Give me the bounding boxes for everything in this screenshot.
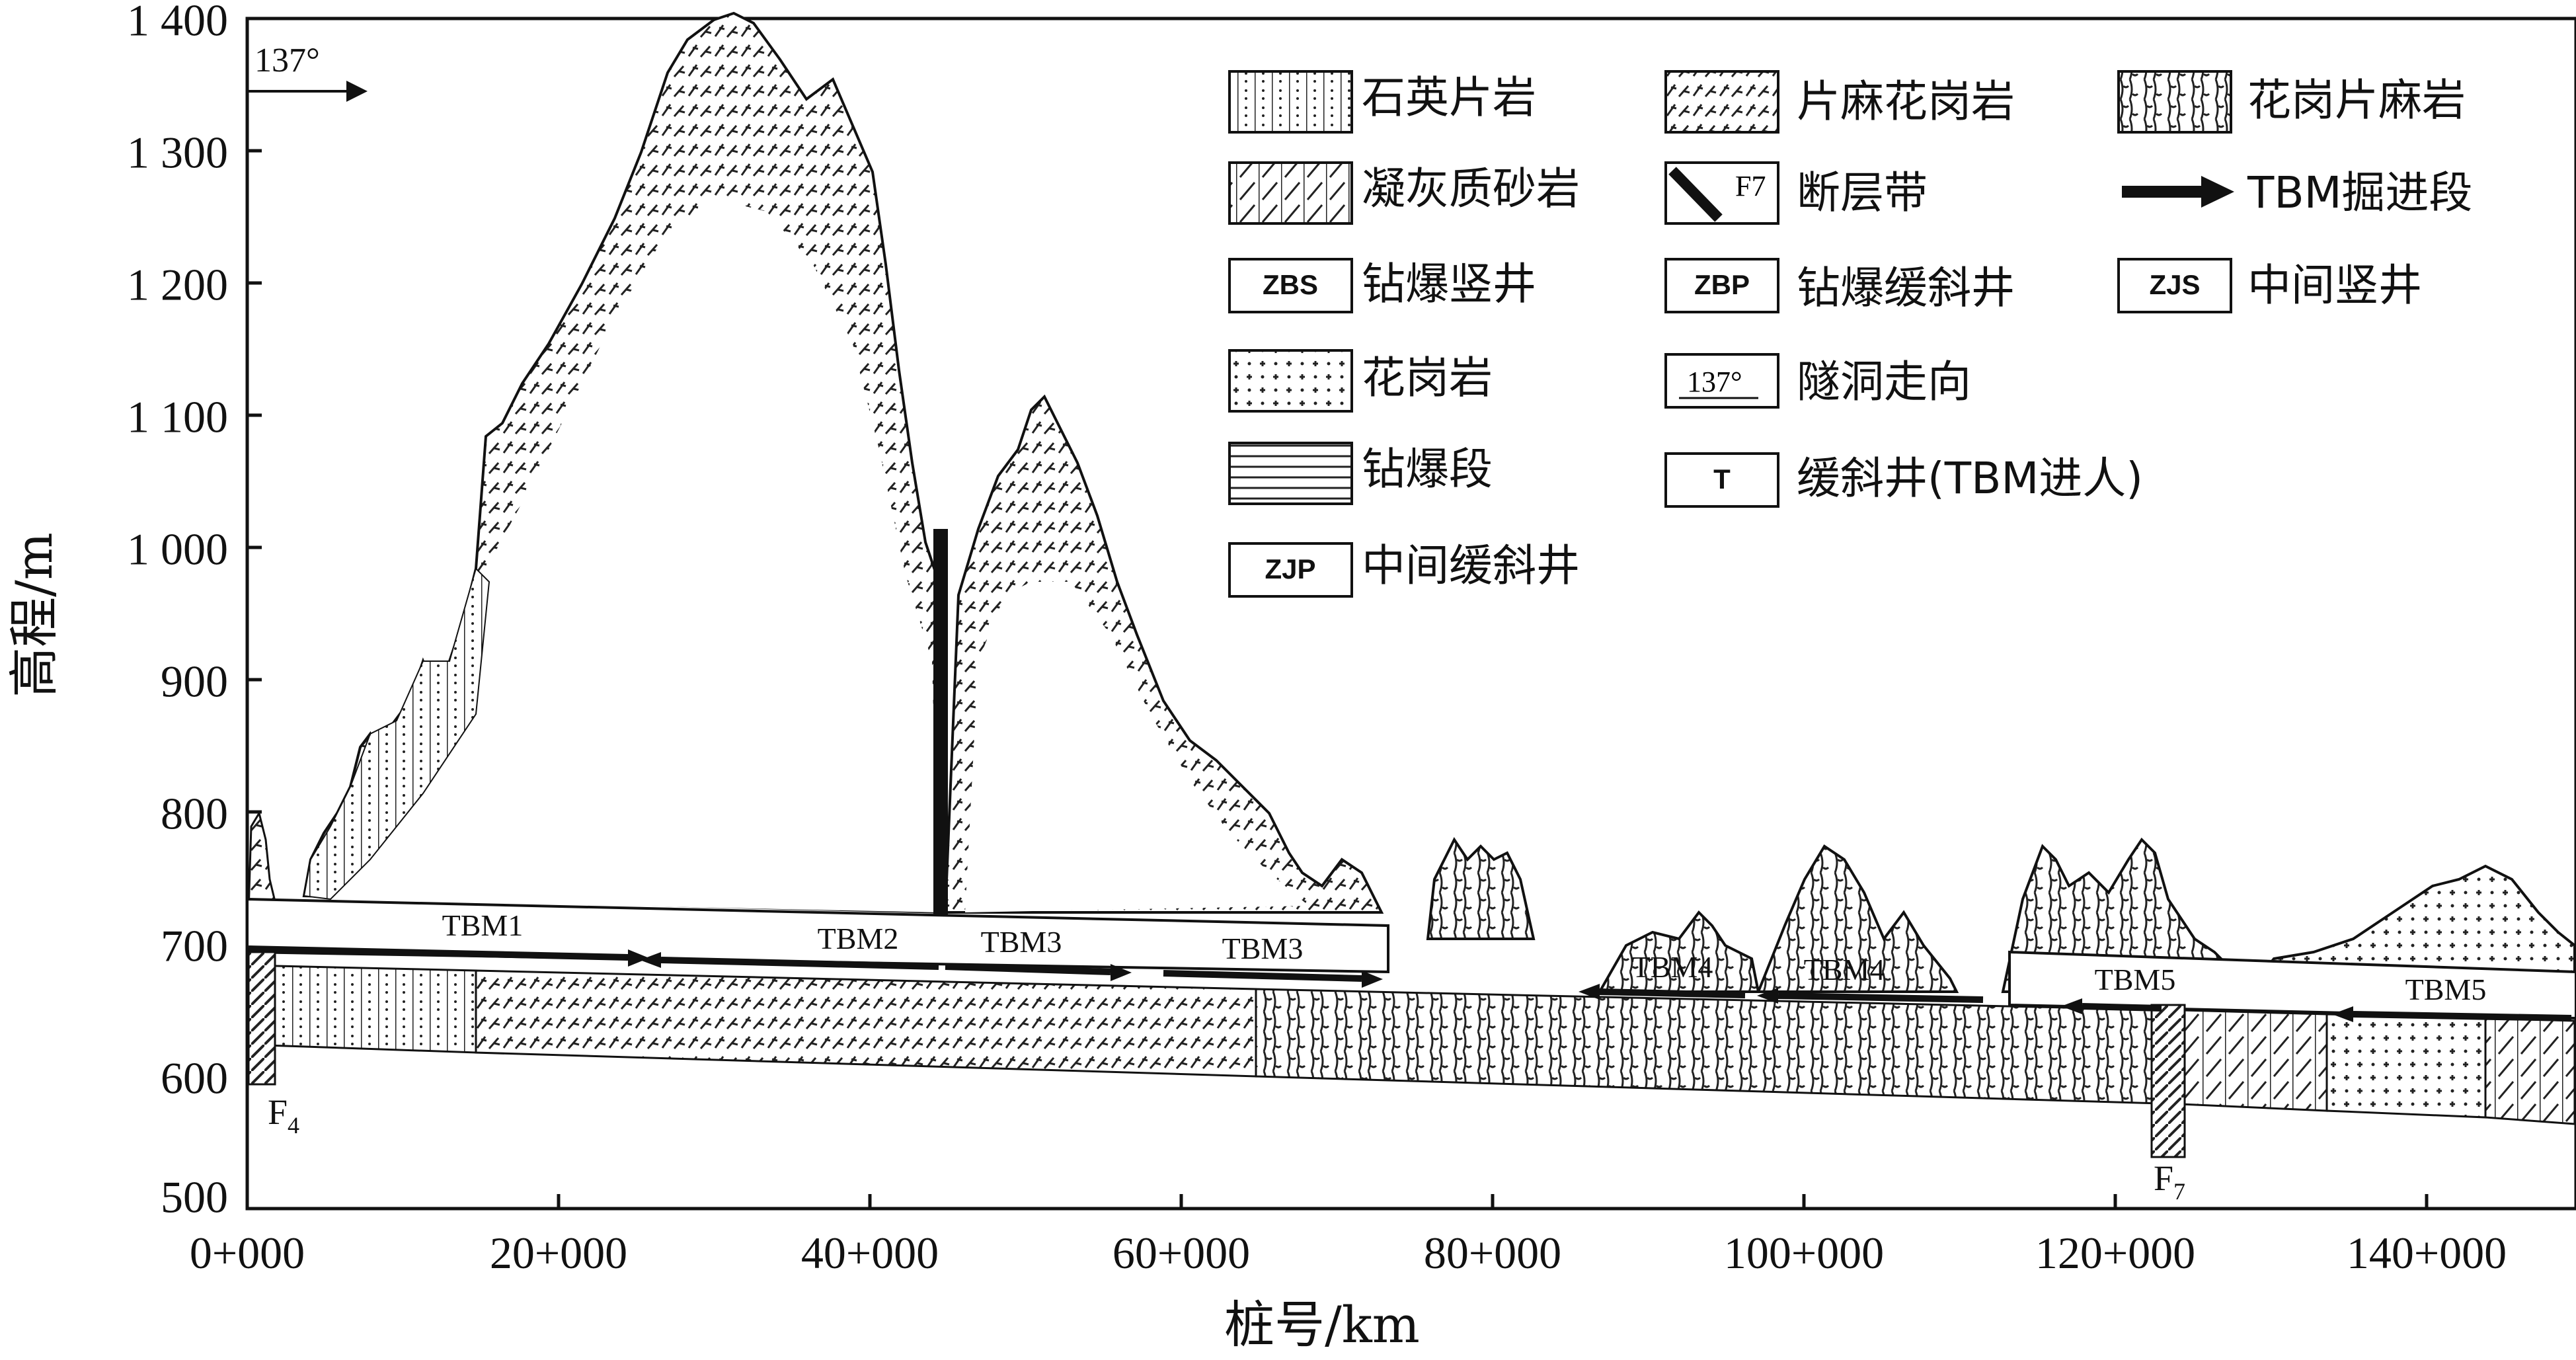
- legend-swatch-zjs: [2117, 258, 2232, 313]
- mountain-main-quartz: [303, 567, 490, 900]
- x-tick-40: 40+000: [801, 1228, 939, 1278]
- stratum-tuff: [2180, 1009, 2328, 1112]
- x-axis-title: 桩号/km: [1224, 1295, 1420, 1354]
- y-tick-1300: 1 300: [127, 128, 228, 178]
- segment-label-tbm5b: TBM5: [2405, 973, 2487, 1006]
- legend-swatch-tbm-drive: [2122, 176, 2234, 208]
- legend-code-zjs: ZJS: [2149, 269, 2200, 300]
- stratum-quartz-schist: [246, 964, 477, 1054]
- legend-label-tuff: 凝灰质砂岩: [1362, 163, 1580, 214]
- legend-label-drill-blast: 钻爆段: [1362, 444, 1493, 495]
- legend-label-direction: 隧洞走向: [1797, 356, 1971, 407]
- legend-label-zbp: 钻爆缓斜井: [1797, 262, 2015, 313]
- y-axis-title: 高程/m: [5, 532, 63, 698]
- legend-swatch-fault: [1664, 161, 1779, 225]
- mountain-second-inner: [965, 582, 1309, 912]
- y-tick-1100: 1 100: [127, 392, 228, 442]
- x-tick-80: 80+000: [1424, 1228, 1561, 1278]
- legend-label-zjp: 中间缓斜井: [1362, 540, 1580, 591]
- stratum-granite: [2325, 1013, 2487, 1119]
- legend-label-t: 缓斜井(TBM进人): [1797, 453, 2143, 504]
- legend-swatch-t: [1664, 452, 1779, 508]
- mountain-main-inner: [317, 198, 939, 912]
- legend-code-zbs: ZBS: [1263, 269, 1318, 300]
- x-tick-20: 20+000: [490, 1228, 627, 1278]
- legend-swatch-tuff: [1228, 161, 1353, 225]
- stratum-tuff-east: [2484, 1017, 2576, 1125]
- direction-indicator: 137°: [249, 42, 368, 102]
- legend-swatch-granite: [1228, 349, 1353, 413]
- segment-label-tbm2: TBM2: [818, 922, 899, 955]
- segment-label-tbm4b: TBM4: [1804, 953, 1885, 986]
- legend-swatch-zbp: [1664, 258, 1779, 313]
- x-tick-120: 120+000: [2035, 1228, 2195, 1278]
- fault-zone-f4: [247, 951, 276, 1086]
- x-axis: 0+000 20+000 40+000 60+000 80+000 100+00…: [190, 1194, 2507, 1278]
- legend-swatch-quartz-schist: [1228, 70, 1353, 134]
- y-tick-500: 500: [161, 1172, 228, 1222]
- legend: 石英片岩 凝灰质砂岩 ZBS 钻爆竖井 花岗岩 钻爆段 ZJP 中间缓斜井 片麻…: [1228, 70, 2473, 598]
- tbm-drives: [248, 945, 2572, 1022]
- legend-label-zjs: 中间竖井: [2247, 260, 2422, 311]
- legend-swatch-gneissic-granite: [1664, 70, 1779, 134]
- segment-label-tbm5a: TBM5: [2095, 963, 2176, 996]
- y-tick-1000: 1 000: [127, 524, 228, 575]
- hill-92km: [1597, 910, 1760, 993]
- legend-swatch-zjp: [1228, 542, 1353, 598]
- legend-code-fault: F7: [1735, 170, 1766, 202]
- hill-78km: [1426, 837, 1536, 940]
- legend-fault-glyph: [1668, 167, 1723, 222]
- fault-label-f7: F7: [2154, 1158, 2185, 1205]
- legend-label-fault: 断层带: [1797, 167, 1928, 218]
- legend-swatch-drill-blast: [1228, 442, 1353, 505]
- legend-code-zbp: ZBP: [1694, 269, 1750, 300]
- legend-swatch-zbs: [1228, 258, 1353, 313]
- legend-label-gneissic-granite: 片麻花岗岩: [1797, 76, 2015, 127]
- segment-label-tbm3b: TBM3: [1222, 932, 1304, 965]
- y-tick-700: 700: [161, 921, 228, 971]
- segment-label-tbm1: TBM1: [442, 908, 524, 942]
- x-tick-100: 100+000: [1724, 1228, 1884, 1278]
- x-tick-140: 140+000: [2347, 1228, 2507, 1278]
- x-tick-0: 0+000: [190, 1228, 305, 1278]
- fault-zone-f7: [2150, 1004, 2186, 1158]
- legend-label-zbs: 钻爆竖井: [1362, 259, 1536, 309]
- legend-code-t: T: [1713, 463, 1731, 495]
- y-tick-1200: 1 200: [127, 260, 228, 310]
- segment-label-tbm4a: TBM4: [1632, 950, 1713, 984]
- legend-swatch-granitic-gneiss: [2117, 70, 2232, 134]
- direction-label: 137°: [254, 42, 320, 79]
- legend-label-quartz-schist: 石英片岩: [1362, 72, 1536, 123]
- hill-100km: [1756, 844, 1959, 993]
- y-tick-1400: 1 400: [127, 0, 228, 46]
- x-tick-60: 60+000: [1112, 1228, 1250, 1278]
- legend-code-zjp: ZJP: [1265, 553, 1315, 584]
- segment-label-tbm3a: TBM3: [981, 925, 1062, 959]
- y-axis: 1 400 1 300 1 200 1 100 1 000 900 800 70…: [127, 0, 262, 1222]
- legend-code-direction: 137°: [1687, 366, 1742, 398]
- fault-label-f4: F4: [268, 1092, 299, 1139]
- y-tick-900: 900: [161, 657, 228, 707]
- y-tick-600: 600: [161, 1053, 228, 1103]
- legend-label-granitic-gneiss: 花岗片麻岩: [2247, 75, 2466, 126]
- tunnel-corridor-east: [2008, 950, 2576, 1020]
- legend-label-tbm-drive: TBM掘进段: [2247, 167, 2473, 218]
- y-tick-800: 800: [161, 789, 228, 839]
- legend-label-granite: 花岗岩: [1362, 352, 1493, 403]
- vertical-shaft: [933, 529, 948, 919]
